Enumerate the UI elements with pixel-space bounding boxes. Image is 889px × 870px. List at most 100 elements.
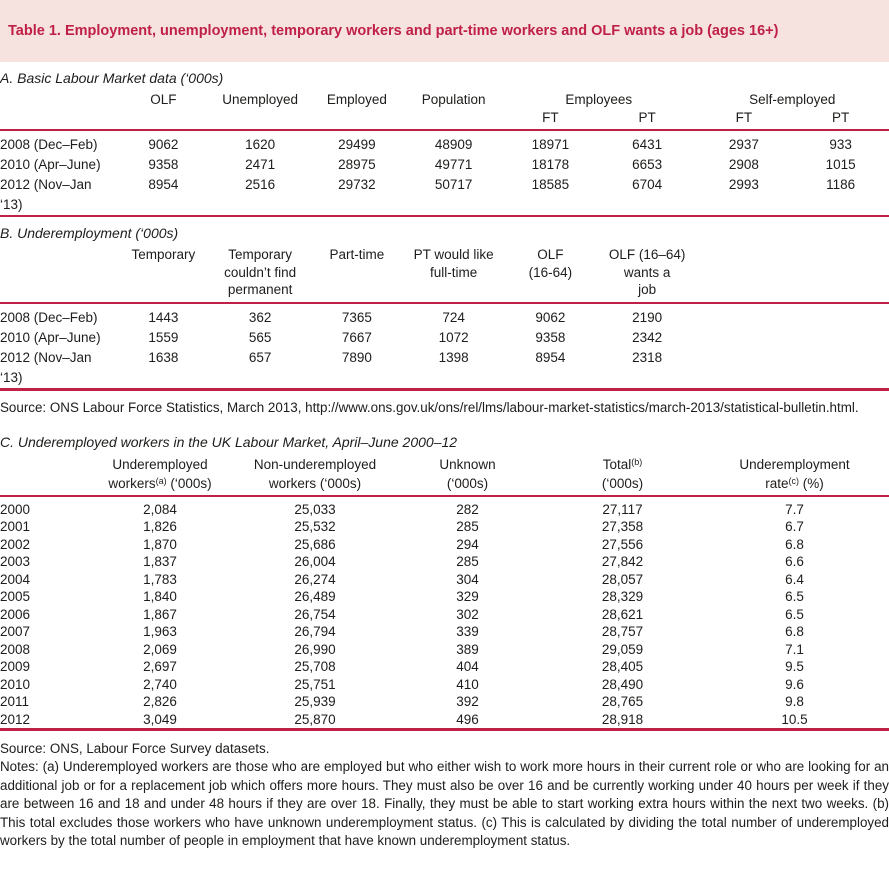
row-label-year: 2009 [0, 659, 31, 674]
cell [696, 348, 793, 390]
cell: 27,556 [601, 536, 644, 552]
row-label-year: 2005 [0, 589, 31, 604]
table-row: 2008 (Dec–Feb) 9062 1620 29499 48909 189… [0, 130, 889, 155]
empty-cell [0, 109, 115, 131]
cell: 724 [442, 309, 465, 325]
cell [696, 328, 793, 348]
col-header-underemployment-rate: Underemployment rate(c) (%) [700, 454, 889, 497]
cell: 26,794 [294, 624, 336, 639]
row-label-year: 2004 [0, 571, 31, 587]
cell: 8954 [148, 177, 179, 192]
table-c-underemployed-workers: Underemployed workers(a) (‘000s) Non-und… [0, 454, 889, 731]
cell: 7.1 [785, 641, 804, 657]
cell: 1,840 [143, 589, 177, 604]
cell: 9358 [535, 329, 566, 345]
col-header-selfemployed-ft: FT [695, 109, 793, 131]
cell: 1,783 [143, 571, 177, 587]
col-header-part-time: Part-time [308, 246, 406, 304]
cell: 48909 [434, 137, 473, 152]
row-label: 2010 (Apr–June) [0, 329, 101, 345]
col-group-self-employed: Self-employed [749, 92, 836, 107]
cell: 1186 [826, 177, 856, 192]
cell: 28,621 [601, 606, 644, 622]
cell: 304 [456, 571, 479, 587]
empty-cell [0, 246, 115, 304]
col-header-olf: OLF [150, 92, 177, 107]
empty-cell [792, 246, 889, 304]
row-label-year: 2006 [0, 606, 31, 622]
row-label: 2012 (Nov–Jan ‘13) [0, 349, 92, 385]
table-row: 2008 (Dec–Feb) 1443 362 7365 724 9062 21… [0, 303, 889, 328]
cell: 6.4 [785, 571, 804, 587]
cell: 6704 [632, 177, 663, 192]
cell: 27,358 [601, 519, 644, 534]
table-b-underemployment: Temporary Temporary couldn’t find perman… [0, 246, 889, 391]
col-header-olf-16-64: OLF (16-64) [502, 246, 599, 304]
source-c: Source: ONS, Labour Force Survey dataset… [0, 741, 270, 756]
empty-cell [308, 109, 406, 131]
table-row: 2005 1,840 26,489 329 28,329 6.5 [0, 588, 889, 606]
cell: 9.5 [785, 659, 804, 674]
cell: 26,489 [294, 589, 336, 604]
cell: 6.8 [785, 536, 804, 552]
table-row: 2012 3,049 25,870 496 28,918 10.5 [0, 711, 889, 730]
cell: 2318 [632, 349, 663, 365]
cell: 2,697 [143, 659, 177, 674]
col-header-non-underemployed-workers: Non-underemployed workers (‘000s) [240, 454, 390, 497]
col-header-employed: Employed [326, 92, 387, 107]
cell: 1,963 [143, 624, 177, 639]
table-row: 2004 1,783 26,274 304 28,057 6.4 [0, 571, 889, 589]
cell: 29,059 [601, 641, 644, 657]
section-c-heading: C. Underemployed workers in the UK Labou… [0, 433, 458, 450]
cell: 26,754 [294, 606, 336, 622]
table-row: 2009 2,697 25,708 404 28,405 9.5 [0, 658, 889, 676]
row-label-year: 2007 [0, 624, 31, 639]
cell: 25,939 [294, 694, 336, 709]
cell: 26,004 [294, 554, 336, 569]
cell: 2190 [632, 309, 663, 325]
table-row: 2010 (Apr–June) 1559 565 7667 1072 9358 … [0, 328, 889, 348]
table-row: 2006 1,867 26,754 302 28,621 6.5 [0, 606, 889, 624]
cell: 18971 [531, 137, 570, 152]
row-label: 2008 (Dec–Feb) [0, 137, 98, 152]
cell: 28,757 [601, 624, 644, 639]
cell: 50717 [434, 177, 473, 192]
cell: 25,686 [294, 536, 336, 552]
cell: 6.5 [785, 589, 804, 604]
cell: 496 [456, 711, 479, 727]
row-label-year: 2008 [0, 641, 31, 657]
cell [792, 303, 889, 328]
cell: 392 [456, 694, 479, 709]
cell: 294 [456, 536, 479, 552]
empty-cell [211, 109, 309, 131]
cell: 410 [456, 676, 479, 692]
col-header-olf-wants-a-job: OLF (16–64) wants a job [598, 246, 696, 304]
cell: 25,870 [294, 711, 336, 727]
cell: 28,057 [601, 571, 644, 587]
cell: 1015 [825, 157, 856, 172]
cell: 1072 [438, 329, 469, 345]
cell: 339 [456, 624, 479, 639]
row-label: 2008 (Dec–Feb) [0, 309, 98, 325]
row-label-year: 2011 [0, 694, 30, 709]
col-header-unemployed: Unemployed [222, 92, 299, 107]
table-row: 2012 (Nov–Jan ‘13) 8954 2516 29732 50717… [0, 175, 889, 216]
row-label-year: 2010 [0, 676, 31, 692]
cell: 282 [456, 501, 479, 517]
section-b-heading: B. Underemployment (‘000s) [0, 225, 179, 241]
row-label: 2012 (Nov–Jan ‘13) [0, 177, 92, 212]
cell [696, 303, 793, 328]
cell: 1559 [148, 329, 179, 345]
cell: 6.5 [785, 606, 804, 622]
cell: 2,740 [143, 676, 177, 692]
row-label-year: 2000 [0, 501, 31, 517]
table-a-group-header-row: OLF Unemployed Employed Population Emplo… [0, 91, 889, 109]
cell: 28,490 [601, 676, 644, 692]
footnote-marker-c: (c) [788, 475, 800, 486]
cell: 25,532 [294, 519, 336, 534]
table-row: 2010 (Apr–June) 9358 2471 28975 49771 18… [0, 155, 889, 175]
cell: 302 [456, 606, 479, 622]
empty-cell [0, 91, 115, 109]
cell: 1398 [438, 349, 469, 365]
